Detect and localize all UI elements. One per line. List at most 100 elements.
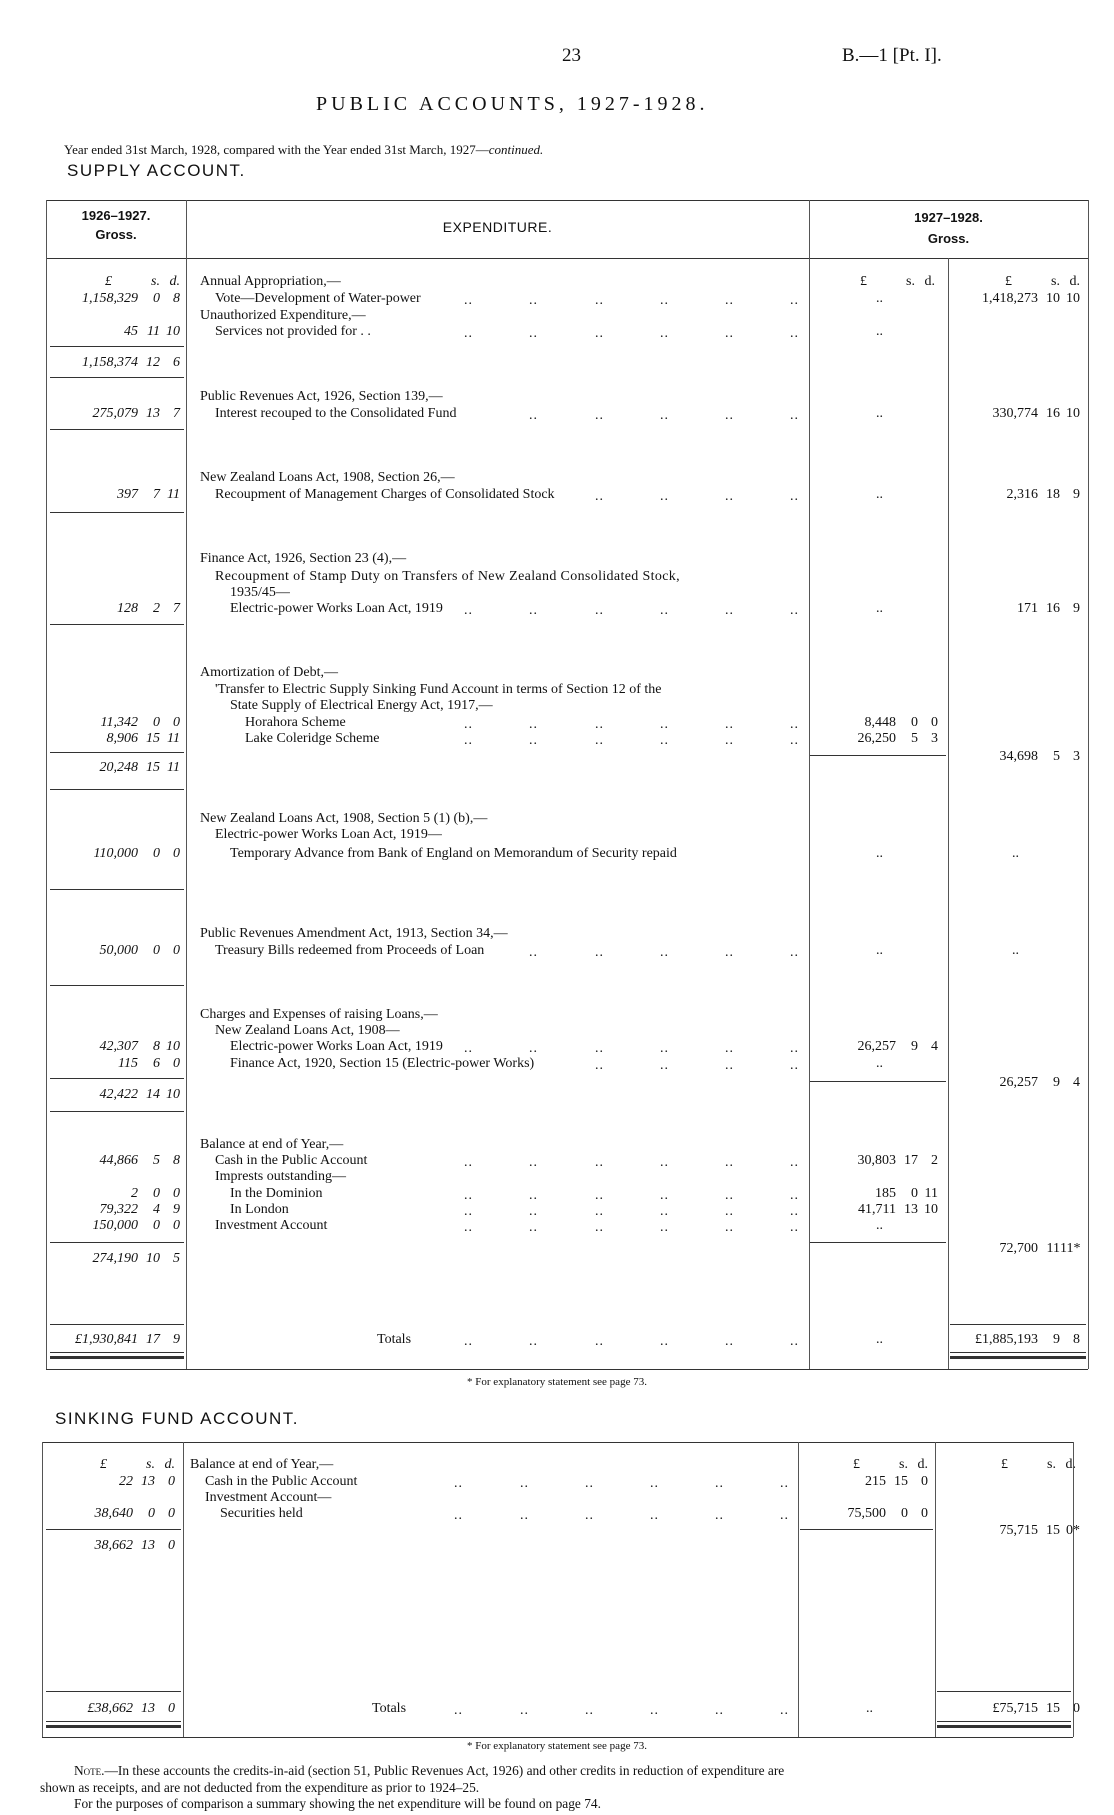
- leader-dots: ..: [725, 293, 734, 308]
- leader-dots: ..: [660, 1188, 669, 1203]
- prior-year-amount: 1,158,329 0 8: [0, 291, 180, 307]
- leader-dots: ..: [715, 1703, 724, 1718]
- leader-dots: ..: [725, 1155, 734, 1170]
- leader-dots: ..: [715, 1476, 724, 1491]
- current-gross-amount-pence: 10: [1066, 291, 1080, 306]
- current-detail-amount-pence: 11: [924, 1186, 938, 1201]
- leader-dots: ..: [464, 326, 473, 341]
- unit-pound: £: [100, 1457, 107, 1472]
- leader-dots: ..: [454, 1476, 463, 1491]
- unit-pound: £: [1005, 274, 1012, 289]
- prior-year-amount-shillings: 7: [153, 487, 160, 502]
- prior-year-amount-pence: 11: [167, 760, 180, 775]
- units-detail: £ s. d.: [0, 1457, 928, 1473]
- leader-dots: ..: [529, 293, 538, 308]
- unit-shilling: s.: [906, 274, 915, 289]
- line-item-text: Finance Act, 1920, Section 15 (Electric-…: [230, 1056, 535, 1071]
- prior-year-amount-shillings: 13: [146, 406, 160, 421]
- leader-dots: ..: [660, 945, 669, 960]
- prior-year-total-shillings: 17: [146, 1332, 160, 1347]
- leader-dots: ..: [454, 1508, 463, 1523]
- leader-dots: ..: [725, 945, 734, 960]
- rule-line: [937, 1725, 1071, 1728]
- prior-year-amount-pence: 0: [168, 1474, 175, 1489]
- current-detail-amount-shillings: 0: [911, 1186, 918, 1201]
- rule-line: [50, 1078, 184, 1079]
- leader-dots: ..: [725, 1041, 734, 1056]
- line-item-text: In London: [230, 1202, 289, 1217]
- leader-dots: ..: [780, 1703, 789, 1718]
- current-detail-amount: 41,711 13 10: [0, 1202, 938, 1218]
- line-item-text: Amortization of Debt,—: [200, 665, 339, 680]
- prior-year-amount-pence: 10: [166, 1087, 180, 1102]
- page-title: PUBLIC ACCOUNTS, 1927-1928.: [316, 93, 709, 115]
- line-item-text: Annual Appropriation,—: [200, 274, 341, 289]
- leader-dots: ..: [715, 1508, 724, 1523]
- rule-line: [50, 1352, 184, 1353]
- prior-year-amount-shillings: 6: [153, 1056, 160, 1071]
- prior-year-amount-shillings: 4: [153, 1202, 160, 1217]
- unit-shilling: s.: [1051, 274, 1060, 289]
- prior-year-amount-shillings: 10: [146, 1251, 160, 1266]
- prior-year-amount-shillings: 13: [141, 1474, 155, 1489]
- unit-shilling: s.: [1047, 1457, 1056, 1472]
- subtitle: Year ended 31st March, 1928, compared wi…: [64, 142, 543, 158]
- line-item-text: In the Dominion: [230, 1186, 323, 1201]
- leader-dots: ..: [725, 326, 734, 341]
- line-item-text: Finance Act, 1926, Section 23 (4),—: [200, 551, 407, 566]
- note-line-2: shown as receipts, and are not deducted …: [40, 1780, 480, 1795]
- current-detail-amount-pounds: 30,803: [857, 1153, 897, 1168]
- line-item-text: State Supply of Electrical Energy Act, 1…: [230, 698, 493, 713]
- leader-dots: ..: [529, 326, 538, 341]
- unit-pound: £: [860, 274, 867, 289]
- unit-shilling: s.: [146, 1457, 155, 1472]
- current-detail-amount-pounds: 215: [865, 1474, 886, 1489]
- supply-account-heading: SUPPLY ACCOUNT.: [67, 161, 246, 180]
- prior-year-amount-pounds: 50,000: [99, 943, 139, 958]
- current-gross-amount: 75,715 15 0*: [0, 1523, 1081, 1539]
- current-gross-amount: 72,700 11 11*: [0, 1241, 1081, 1257]
- leader-dots: ..: [529, 717, 538, 732]
- line-item-text: Balance at end of Year,—: [200, 1137, 344, 1152]
- current-detail-nil: ..: [876, 1056, 883, 1071]
- leader-dots: ..: [529, 1334, 538, 1349]
- leader-dots: ..: [660, 733, 669, 748]
- current-detail-total-nil: ..: [866, 1701, 873, 1716]
- leader-dots: ..: [780, 1508, 789, 1523]
- leader-dots: ..: [790, 293, 799, 308]
- unit-pence: d.: [1065, 1457, 1077, 1472]
- col-1926-header: 1926–1927.: [81, 208, 151, 223]
- current-detail-nil: ..: [876, 1218, 883, 1233]
- line-item-text: Balance at end of Year,—: [190, 1457, 334, 1472]
- prior-year-amount-shillings: 15: [146, 731, 160, 746]
- leader-dots: ..: [790, 1334, 799, 1349]
- col-1927-sub: Gross.: [927, 231, 970, 246]
- prior-year-amount-shillings: 0: [153, 846, 160, 861]
- prior-year-total-shillings: 13: [141, 1701, 155, 1716]
- current-year-total-shillings: 9: [1053, 1332, 1060, 1347]
- prior-year-amount: 11,342 0 0: [0, 715, 180, 731]
- prior-year-amount: 42,422 14 10: [0, 1087, 181, 1103]
- prior-year-amount-shillings: 12: [146, 355, 160, 370]
- leader-dots: ..: [790, 603, 799, 618]
- units-prior: £ s. d.: [0, 274, 180, 290]
- leader-dots: ..: [595, 717, 604, 732]
- current-detail-nil: ..: [876, 487, 883, 502]
- prior-year-amount-pence: 0: [173, 715, 180, 730]
- prior-year-amount-pence: 7: [173, 601, 180, 616]
- rule-line: [50, 429, 184, 430]
- leader-dots: ..: [529, 603, 538, 618]
- line-item-text: Electric-power Works Loan Act, 1919: [230, 601, 443, 616]
- leader-dots: ..: [529, 1041, 538, 1056]
- prior-year-amount-pounds: 79,322: [99, 1202, 139, 1217]
- current-gross-amount-pence: 0*: [1066, 1523, 1080, 1538]
- current-detail-amount-shillings: 5: [911, 731, 918, 746]
- leader-dots: ..: [464, 1188, 473, 1203]
- leader-dots: ..: [464, 1204, 473, 1219]
- prior-year-amount-pounds: 397: [117, 487, 138, 502]
- rule-line: [50, 985, 184, 986]
- leader-dots: ..: [529, 408, 538, 423]
- prior-year-amount-shillings: 0: [153, 715, 160, 730]
- current-detail-amount-pence: 2: [931, 1153, 938, 1168]
